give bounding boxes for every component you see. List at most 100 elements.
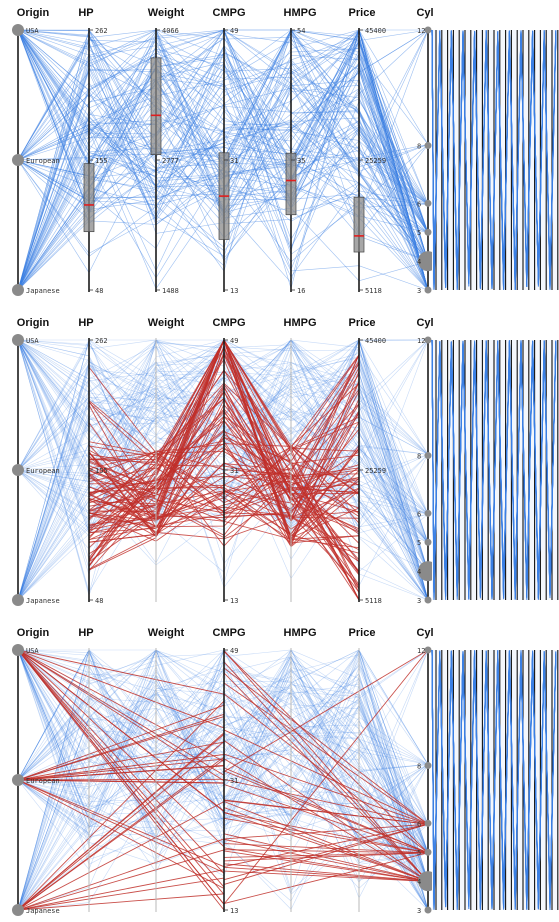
boxplot-weight xyxy=(150,57,162,156)
tick-label: 6 xyxy=(417,820,421,828)
tick-label: 2777 xyxy=(162,157,179,165)
highlight-line xyxy=(17,849,225,911)
cyl-node-3 xyxy=(424,286,432,294)
tick-label: 31 xyxy=(230,777,238,785)
highlight-line xyxy=(223,849,429,854)
cyl-node-5 xyxy=(424,538,432,546)
tick-label: European xyxy=(26,157,60,165)
axis-header-cyl: Cyl xyxy=(416,627,433,639)
category-node-usa xyxy=(12,334,24,346)
tick-label: European xyxy=(26,777,60,785)
axis-header-cyl: Cyl xyxy=(416,317,433,329)
parallel-coordinates-middle: Origin HP Weight CMPG HMPG Price Cyl USA Europea… xyxy=(12,317,559,606)
category-node-japanese xyxy=(12,284,24,296)
axis-header-weight: Weight xyxy=(148,317,185,329)
highlight-line xyxy=(17,649,225,812)
tick-label: 5 xyxy=(417,849,421,857)
highlight-line xyxy=(17,838,225,911)
cyl-node-12 xyxy=(424,336,432,344)
highlight-line xyxy=(17,649,225,776)
category-node-japanese xyxy=(12,594,24,606)
highlight-line xyxy=(223,843,429,854)
category-node-european xyxy=(12,774,24,786)
tick-label: 3 xyxy=(417,287,421,295)
tick-label: 155 xyxy=(95,157,108,165)
tick-label: 262 xyxy=(95,27,108,35)
tick-label: 48 xyxy=(95,287,103,295)
highlight-line xyxy=(223,799,429,825)
highlight-line xyxy=(223,784,429,854)
highlight-line xyxy=(17,704,225,781)
tick-label: 4066 xyxy=(162,27,179,35)
axis-header-origin: Origin xyxy=(17,627,50,639)
tick-label: 35 xyxy=(297,157,305,165)
axis-header-cmpg: CMPG xyxy=(213,317,246,329)
boxplot-hmpg xyxy=(285,152,297,216)
highlight-line xyxy=(17,649,225,695)
highlight-line xyxy=(17,649,225,729)
tick-label: 12 xyxy=(417,337,425,345)
cyl-node-8 xyxy=(424,142,432,150)
highlight-line xyxy=(17,779,225,889)
highlight-line xyxy=(17,649,225,782)
highlight-line xyxy=(223,833,429,882)
highlight-line xyxy=(223,667,429,825)
axis-header-price: Price xyxy=(349,317,376,329)
axis-header-origin: Origin xyxy=(17,7,50,19)
highlight-line xyxy=(223,852,429,858)
tick-label: 31 xyxy=(230,467,238,475)
highlight-line xyxy=(223,870,429,882)
tick-label: 6 xyxy=(417,200,421,208)
chart-panel-bottom: Origin HP Weight CMPG HMPG Price Cyl USA Europea… xyxy=(0,622,559,922)
cyl-node-8 xyxy=(424,452,432,460)
cyl-node-3 xyxy=(424,906,432,914)
detail-trace xyxy=(431,649,557,910)
cyl-node-12 xyxy=(424,26,432,34)
axis-header-price: Price xyxy=(349,7,376,19)
axis-header-cmpg: CMPG xyxy=(213,627,246,639)
tick-label: 16 xyxy=(297,287,305,295)
tick-label: USA xyxy=(26,647,39,655)
tick-label: 4 xyxy=(417,258,421,266)
highlight-line xyxy=(223,767,429,854)
tick-label: 49 xyxy=(230,647,238,655)
tick-label: Japanese xyxy=(26,597,60,605)
tick-label: 262 xyxy=(95,337,108,345)
tick-label: Japanese xyxy=(26,287,60,295)
axis-header-hmpg: HMPG xyxy=(284,627,317,639)
axis-header-origin: Origin xyxy=(17,317,50,329)
axis-header-weight: Weight xyxy=(148,627,185,639)
highlight-line xyxy=(17,733,225,911)
highlight-line xyxy=(223,823,429,885)
tick-label: 45400 xyxy=(365,27,386,35)
highlight-line xyxy=(223,823,429,881)
tick-label: 4 xyxy=(417,878,421,886)
highlight-line xyxy=(17,893,225,911)
axis-header-hmpg: HMPG xyxy=(284,317,317,329)
highlight-line xyxy=(223,649,429,773)
tick-label: 3 xyxy=(417,907,421,915)
highlight-line xyxy=(223,801,429,882)
highlight-line xyxy=(223,807,429,882)
tick-label: 155 xyxy=(95,467,108,475)
tick-label: 45400 xyxy=(365,337,386,345)
tick-label: USA xyxy=(26,27,39,35)
category-node-japanese xyxy=(12,904,24,916)
tick-label: 6 xyxy=(417,510,421,518)
highlight-line xyxy=(223,852,429,862)
tick-label: 1488 xyxy=(162,287,179,295)
tick-label: 3 xyxy=(417,597,421,605)
highlight-line xyxy=(223,823,429,840)
highlight-line xyxy=(17,649,225,911)
tick-label: 54 xyxy=(297,27,305,35)
highlight-line xyxy=(223,778,429,825)
boxplot-hp xyxy=(83,163,95,233)
category-node-usa xyxy=(12,24,24,36)
parallel-coordinates-bottom: Origin HP Weight CMPG HMPG Price Cyl USA Europea… xyxy=(12,627,559,916)
highlight-line xyxy=(223,753,429,825)
category-node-european xyxy=(12,154,24,166)
highlight-line xyxy=(17,741,225,911)
cyl-node-6 xyxy=(424,509,432,517)
tick-label: 4 xyxy=(417,568,421,576)
highlight-line xyxy=(223,661,429,882)
